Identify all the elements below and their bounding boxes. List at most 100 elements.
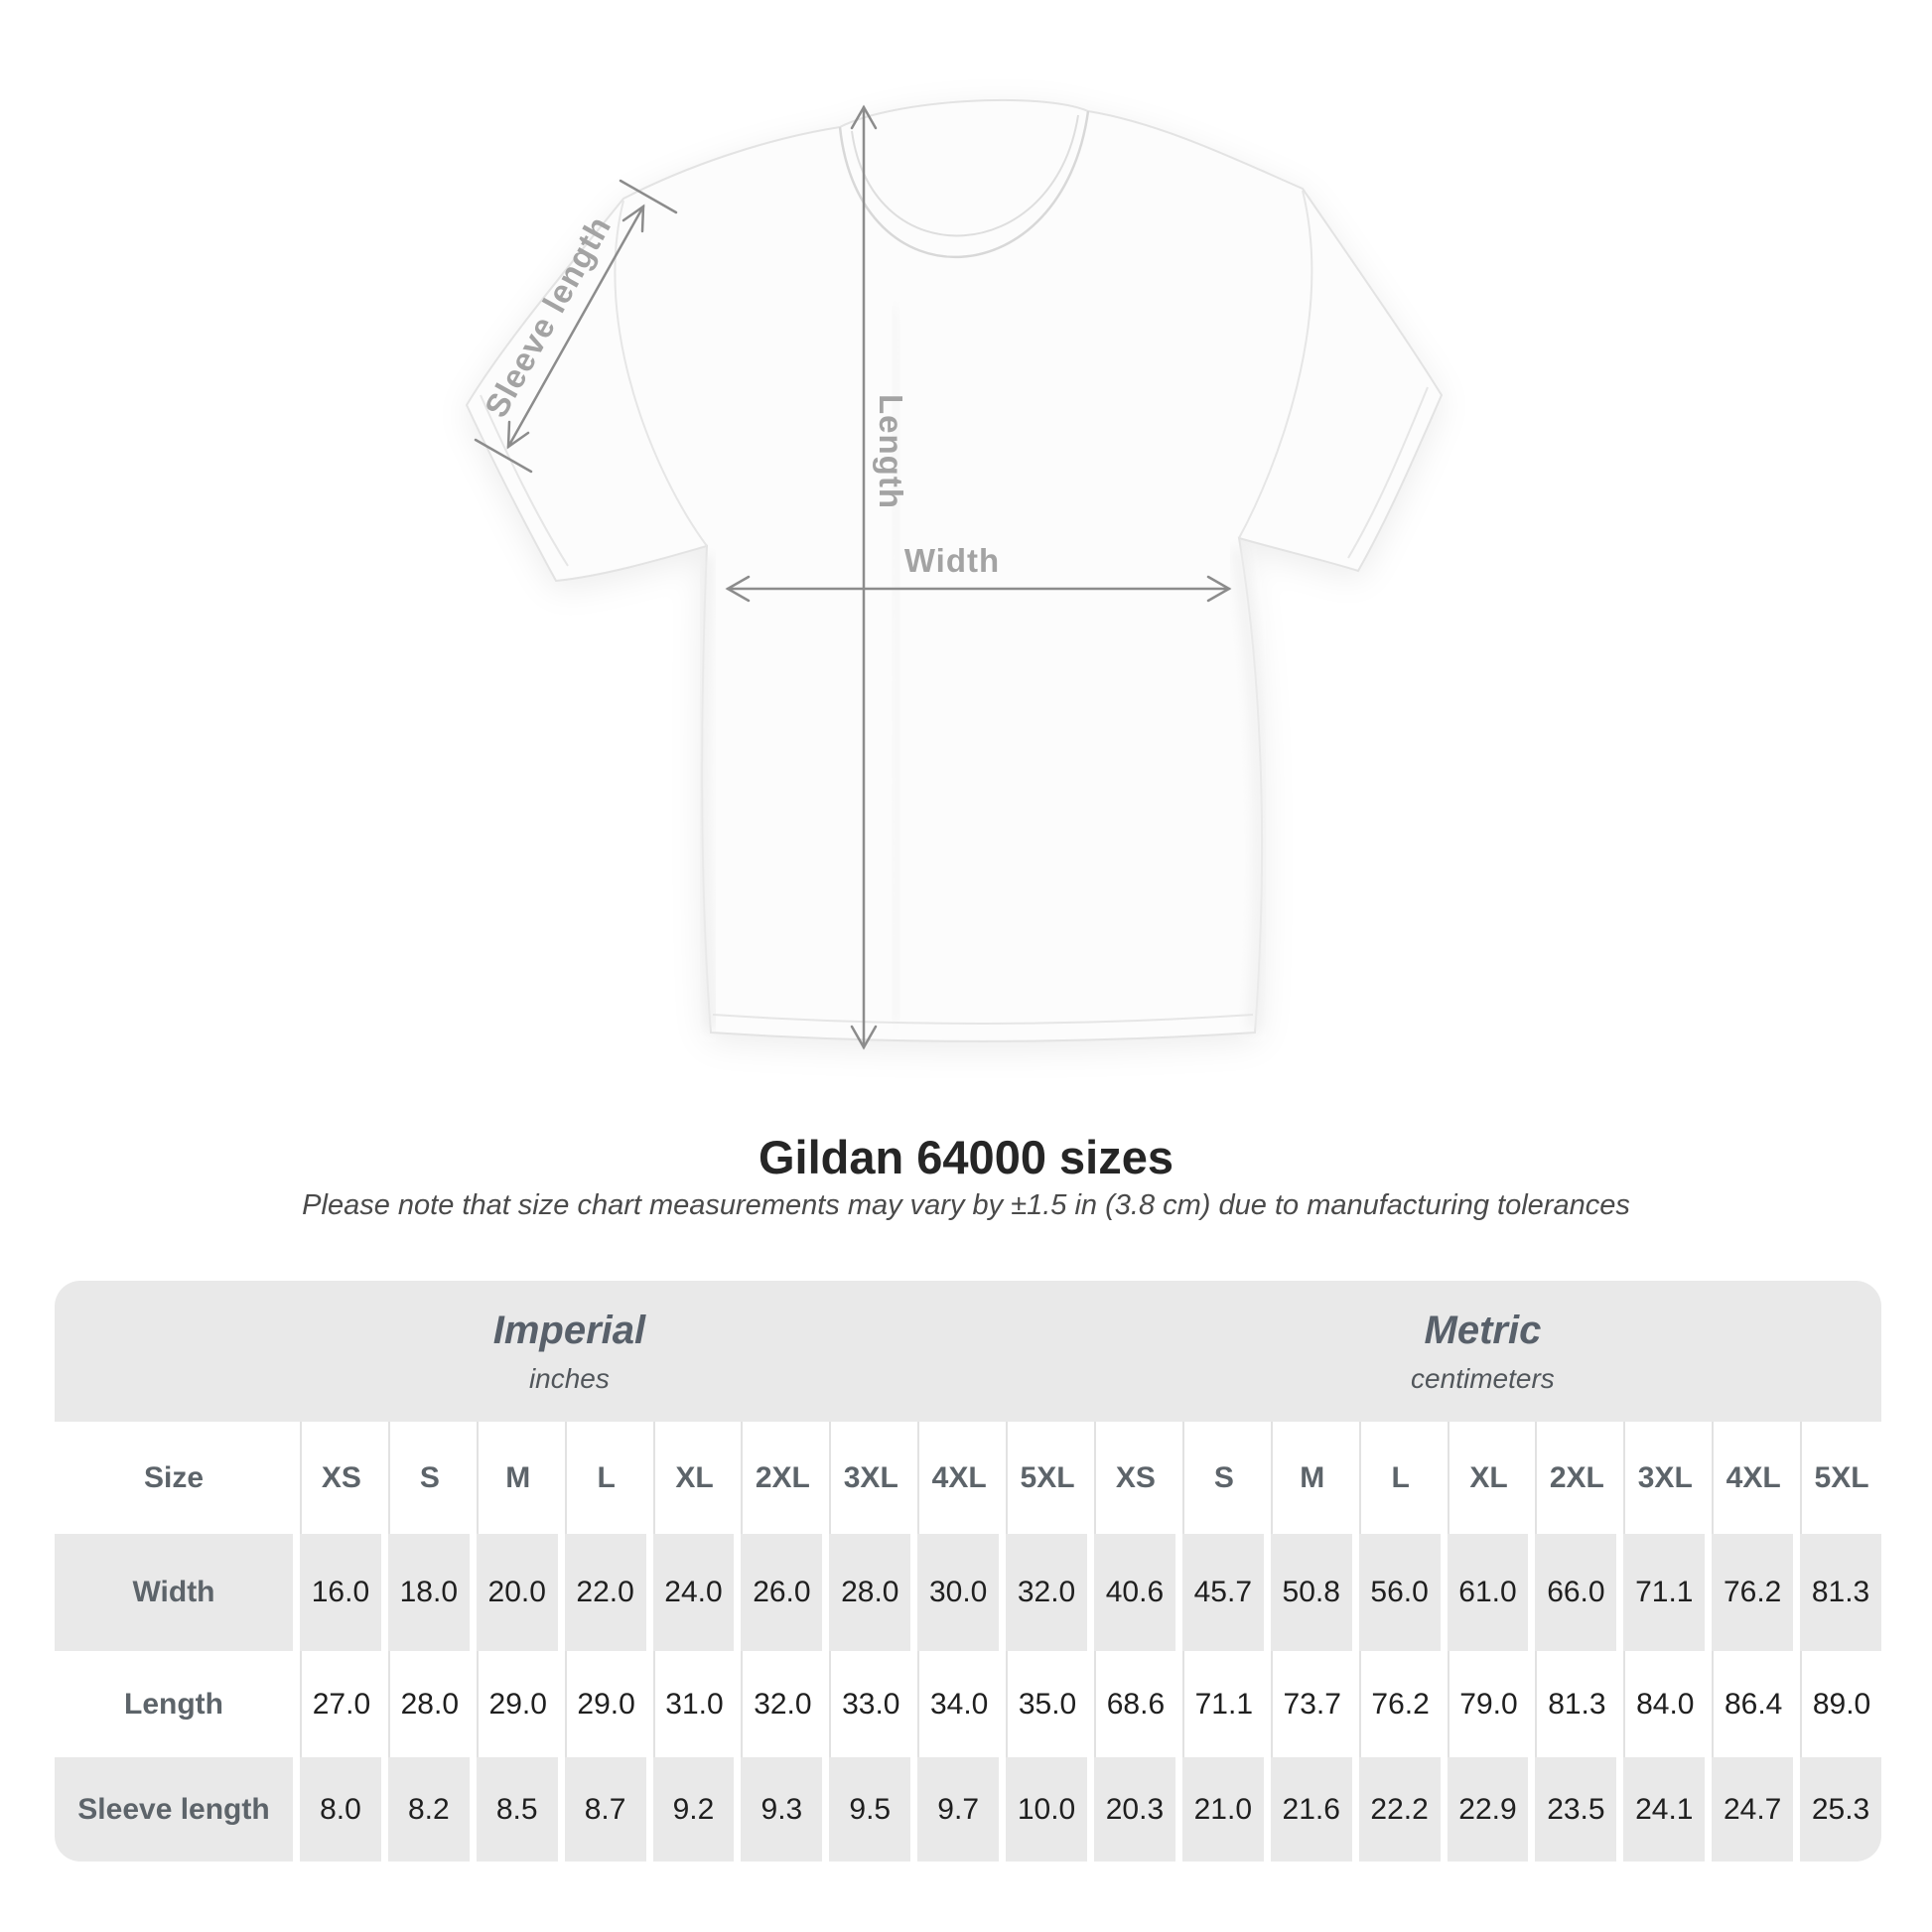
- size-column-header: XL: [1447, 1422, 1529, 1534]
- imperial-section-header: Imperial inches: [55, 1281, 1084, 1422]
- measurement-cell: 28.0: [829, 1534, 911, 1651]
- size-column-header: L: [564, 1422, 646, 1534]
- size-table: Imperial inches Metric centimeters Size …: [55, 1281, 1881, 1862]
- measurement-cell: 8.0: [300, 1757, 381, 1862]
- measurement-cell: 25.3: [1800, 1757, 1881, 1862]
- width-row: Width 16.0 18.0 20.0 22.0 24.0 26.0 28.0 30.0 32…: [55, 1534, 1881, 1651]
- measurement-cell: 31.0: [652, 1651, 735, 1757]
- size-column-header: S: [387, 1422, 470, 1534]
- shading-line: [1232, 547, 1265, 1030]
- size-column-header: M: [476, 1422, 558, 1534]
- measurement-cell: 66.0: [1535, 1534, 1617, 1651]
- measurement-cell: 8.5: [476, 1757, 558, 1862]
- measurement-cell: 89.0: [1800, 1651, 1881, 1757]
- measurement-cell: 33.0: [829, 1651, 911, 1757]
- measurement-cell: 81.3: [1535, 1651, 1617, 1757]
- measurement-cell: 30.0: [917, 1534, 1000, 1651]
- length-label: Length: [873, 394, 909, 509]
- measurement-cell: 28.0: [387, 1651, 470, 1757]
- size-column-header: 2XL: [1535, 1422, 1617, 1534]
- imperial-unit: inches: [528, 1362, 610, 1394]
- left-sleeve-seam: [614, 200, 708, 547]
- measurement-cell: 8.7: [564, 1757, 646, 1862]
- size-column-header: L: [1358, 1422, 1441, 1534]
- measurement-cell: 76.2: [1358, 1651, 1441, 1757]
- size-column-header: XS: [1093, 1422, 1175, 1534]
- measurement-cell: 23.5: [1535, 1757, 1617, 1862]
- measurement-cell: 9.7: [917, 1757, 1000, 1862]
- measurement-cell: 79.0: [1447, 1651, 1529, 1757]
- size-header-row: Size XS S M L XL 2XL 3XL 4XL 5XL XS S M L XL 2XL 3XL 4XL…: [55, 1422, 1881, 1534]
- measurement-cell: 56.0: [1358, 1534, 1441, 1651]
- measurement-cell: 16.0: [300, 1534, 381, 1651]
- size-column-header: 5XL: [1006, 1422, 1087, 1534]
- measurement-cell: 81.3: [1800, 1534, 1881, 1651]
- size-column-header: 2XL: [741, 1422, 823, 1534]
- page-title: Gildan 64000 sizes: [758, 1131, 1174, 1183]
- tolerance-note: Please note that size chart measurements…: [302, 1189, 1630, 1221]
- measurement-cell: 68.6: [1093, 1651, 1175, 1757]
- measurement-cell: 22.9: [1447, 1757, 1529, 1862]
- metric-title: Metric: [1424, 1308, 1542, 1352]
- width-arrow: [725, 575, 1232, 603]
- measurement-cell: 8.2: [387, 1757, 470, 1862]
- left-sleeve-hem-stitch: [480, 394, 569, 567]
- metric-section-header: Metric centimeters: [1084, 1281, 1881, 1422]
- measurement-cell: 84.0: [1623, 1651, 1706, 1757]
- hem-stitch: [712, 1014, 1254, 1025]
- right-sleeve-hem-stitch: [1347, 386, 1429, 559]
- measurement-cell: 32.0: [741, 1651, 823, 1757]
- measurement-cell: 26.0: [741, 1534, 823, 1651]
- size-column-header: 5XL: [1800, 1422, 1881, 1534]
- measurement-cell: 21.6: [1270, 1757, 1352, 1862]
- collar-outer-seam: [838, 110, 1090, 259]
- measurement-cell: 76.2: [1712, 1534, 1794, 1651]
- measurement-cell: 10.0: [1006, 1757, 1087, 1862]
- measurement-cell: 9.2: [652, 1757, 735, 1862]
- measurement-cell: 61.0: [1447, 1534, 1529, 1651]
- measurement-cell: 35.0: [1006, 1651, 1087, 1757]
- tshirt-shape: [465, 98, 1444, 1042]
- size-header-label: Size: [55, 1422, 293, 1534]
- metric-unit: centimeters: [1411, 1362, 1555, 1394]
- measurement-cell: 29.0: [564, 1651, 646, 1757]
- measurement-cell: 71.1: [1623, 1534, 1706, 1651]
- size-column-header: 3XL: [1623, 1422, 1706, 1534]
- length-row-label: Length: [55, 1651, 293, 1757]
- measurement-cell: 71.1: [1181, 1651, 1264, 1757]
- imperial-title: Imperial: [492, 1308, 646, 1352]
- measurement-cell: 73.7: [1270, 1651, 1352, 1757]
- measurement-cell: 50.8: [1270, 1534, 1352, 1651]
- measurement-cell: 45.7: [1181, 1534, 1264, 1651]
- measurement-cell: 27.0: [300, 1651, 381, 1757]
- measurement-cell: 24.7: [1712, 1757, 1794, 1862]
- measurement-cell: 32.0: [1006, 1534, 1087, 1651]
- size-column-header: XL: [652, 1422, 735, 1534]
- measurement-cell: 40.6: [1093, 1534, 1175, 1651]
- right-sleeve-seam: [1238, 190, 1313, 539]
- sleeve-length-row: Sleeve length 8.0 8.2 8.5 8.7 9.2 9.3 9.5 9.7 10…: [55, 1757, 1881, 1862]
- width-label: Width: [903, 542, 1001, 579]
- length-row: Length 27.0 28.0 29.0 29.0 31.0 32.0 33.0 34.0 3…: [55, 1651, 1881, 1757]
- sleeve-length-arrow: [474, 179, 678, 474]
- measurement-cell: 34.0: [917, 1651, 1000, 1757]
- measurement-cell: 20.0: [476, 1534, 558, 1651]
- width-row-label: Width: [55, 1534, 293, 1651]
- measurement-cell: 22.2: [1358, 1757, 1441, 1862]
- measurement-cell: 24.0: [652, 1534, 735, 1651]
- size-column-header: XS: [300, 1422, 381, 1534]
- length-arrow: [850, 104, 878, 1050]
- sleeve-length-row-label: Sleeve length: [55, 1757, 293, 1862]
- tshirt-diagram: Sleeve length Length Width: [465, 98, 1444, 1050]
- size-column-header: M: [1270, 1422, 1352, 1534]
- measurement-cell: 86.4: [1712, 1651, 1794, 1757]
- unit-system-header-band: Imperial inches Metric centimeters: [55, 1281, 1881, 1422]
- measurement-cell: 20.3: [1093, 1757, 1175, 1862]
- shading-line: [890, 307, 902, 1024]
- tshirt-illustration: [465, 98, 1444, 1050]
- measurement-cell: 22.0: [564, 1534, 646, 1651]
- shading-line: [698, 555, 718, 1030]
- measurement-cell: 18.0: [387, 1534, 470, 1651]
- size-column-header: 4XL: [917, 1422, 1000, 1534]
